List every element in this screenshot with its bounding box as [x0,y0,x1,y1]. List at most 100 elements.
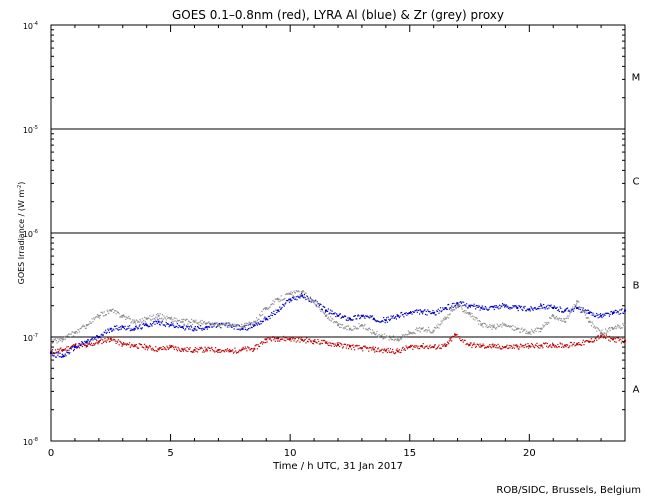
data-point-detail [557,309,559,312]
data-point-detail [448,314,451,316]
data-point [97,314,100,317]
data-point-detail [97,316,99,318]
data-point-detail [321,309,324,311]
data-point-detail [151,349,153,351]
data-point-detail [136,346,138,348]
data-point-detail [554,346,556,348]
data-point [85,340,88,343]
data-point-detail [441,322,443,324]
data-point-detail [622,312,624,314]
data-point-detail [536,327,538,329]
data-point [241,325,244,328]
data-point-detail [249,322,251,324]
data-point [277,309,280,312]
data-point-detail [282,299,284,301]
data-point-detail [427,347,429,349]
data-point-detail [315,305,318,307]
data-point-detail [151,325,153,327]
data-point [492,345,495,348]
data-point-detail [450,337,452,339]
data-point-detail [238,328,241,330]
data-point-detail [131,343,133,346]
data-point-detail [96,316,98,318]
data-point-detail [530,346,532,348]
data-point-detail [250,347,253,350]
data-point [456,302,459,305]
data-point-detail [141,318,143,320]
data-point-detail [383,319,386,321]
data-point-detail [175,346,177,348]
data-point-detail [183,324,185,326]
data-point-detail [285,340,287,342]
data-point-detail [335,321,337,324]
data-point-detail [193,330,195,332]
data-point-detail [475,346,477,348]
data-point-detail [109,340,111,342]
x-tick-label: 20 [523,448,536,459]
data-point-detail [336,345,338,347]
data-point-detail [179,349,181,351]
data-point-detail [246,350,248,352]
data-point-detail [363,316,365,318]
data-point-detail [234,347,236,349]
data-point-detail [436,310,438,312]
data-point-detail [590,312,593,314]
data-point-detail [334,321,336,323]
data-point-detail [573,308,575,310]
data-point-detail [391,351,393,353]
data-point-detail [179,326,181,328]
data-point-detail [221,324,223,326]
data-point-detail [552,342,554,344]
data-point-detail [592,340,594,343]
data-point-detail [276,297,279,299]
data-point-detail [380,349,383,351]
data-point-detail [344,343,346,345]
data-point-detail [294,338,296,340]
data-point-detail [135,343,137,346]
data-point-detail [255,321,257,323]
data-point-detail [236,328,238,330]
data-point [85,324,88,327]
data-point [289,298,292,301]
data-point-detail [478,306,480,308]
data-point [193,348,196,351]
data-point-detail [398,340,400,342]
data-point-detail [204,322,206,325]
data-point-detail [378,351,380,353]
data-point-detail [174,346,176,348]
data-point-detail [290,300,292,302]
data-point-detail [306,295,308,297]
data-point-detail [494,327,496,329]
data-point-detail [391,339,393,341]
y-axis-label-close: ) [17,182,26,185]
data-point-detail [278,310,280,313]
data-point-detail [364,345,366,347]
data-point-detail [599,313,602,315]
data-point-detail [530,333,532,335]
data-point-detail [267,308,269,310]
data-point-detail [319,303,321,305]
data-point-detail [249,327,251,329]
data-point-detail [543,303,545,306]
data-point-detail [387,336,389,338]
data-point-detail [219,348,221,351]
data-point-detail [525,343,527,345]
data-point-detail [184,347,186,349]
data-point-detail [404,349,406,351]
data-point-detail [254,345,256,347]
data-point-detail [138,321,140,323]
data-point-detail [117,329,119,331]
data-point-detail [380,350,382,352]
data-point-detail [298,291,300,293]
data-point-detail [287,293,289,295]
data-point-detail [445,308,448,310]
data-point-detail [330,342,332,344]
data-point [265,338,268,341]
data-point-detail [435,327,437,329]
data-point-detail [362,314,365,316]
data-point-detail [407,346,409,348]
data-point-detail [566,344,568,346]
data-point-detail [344,343,347,345]
data-point-detail [80,345,82,347]
data-point-detail [319,309,321,311]
